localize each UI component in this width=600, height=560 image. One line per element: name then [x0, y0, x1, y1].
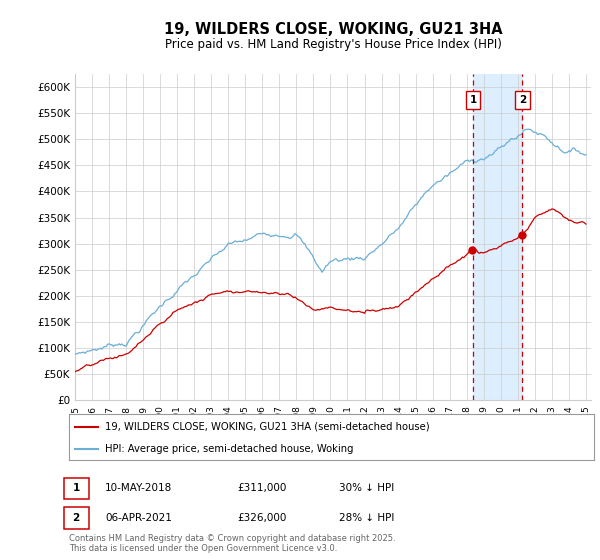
Text: 2: 2	[73, 513, 80, 523]
Bar	[473, 74, 523, 400]
Text: 28% ↓ HPI: 28% ↓ HPI	[339, 513, 394, 523]
Text: 1: 1	[73, 483, 80, 493]
Text: 19, WILDERS CLOSE, WOKING, GU21 3HA: 19, WILDERS CLOSE, WOKING, GU21 3HA	[164, 22, 502, 38]
Text: 2: 2	[519, 95, 526, 105]
Text: £311,000: £311,000	[237, 483, 286, 493]
Text: 10-MAY-2018: 10-MAY-2018	[105, 483, 172, 493]
Text: 30% ↓ HPI: 30% ↓ HPI	[339, 483, 394, 493]
Text: £326,000: £326,000	[237, 513, 286, 523]
Text: 19, WILDERS CLOSE, WOKING, GU21 3HA (semi-detached house): 19, WILDERS CLOSE, WOKING, GU21 3HA (sem…	[105, 422, 430, 432]
Text: 1: 1	[469, 95, 476, 105]
Text: Contains HM Land Registry data © Crown copyright and database right 2025.
This d: Contains HM Land Registry data © Crown c…	[69, 534, 395, 553]
Text: HPI: Average price, semi-detached house, Woking: HPI: Average price, semi-detached house,…	[105, 444, 353, 454]
Text: Price paid vs. HM Land Registry's House Price Index (HPI): Price paid vs. HM Land Registry's House …	[164, 38, 502, 51]
Text: 06-APR-2021: 06-APR-2021	[105, 513, 172, 523]
